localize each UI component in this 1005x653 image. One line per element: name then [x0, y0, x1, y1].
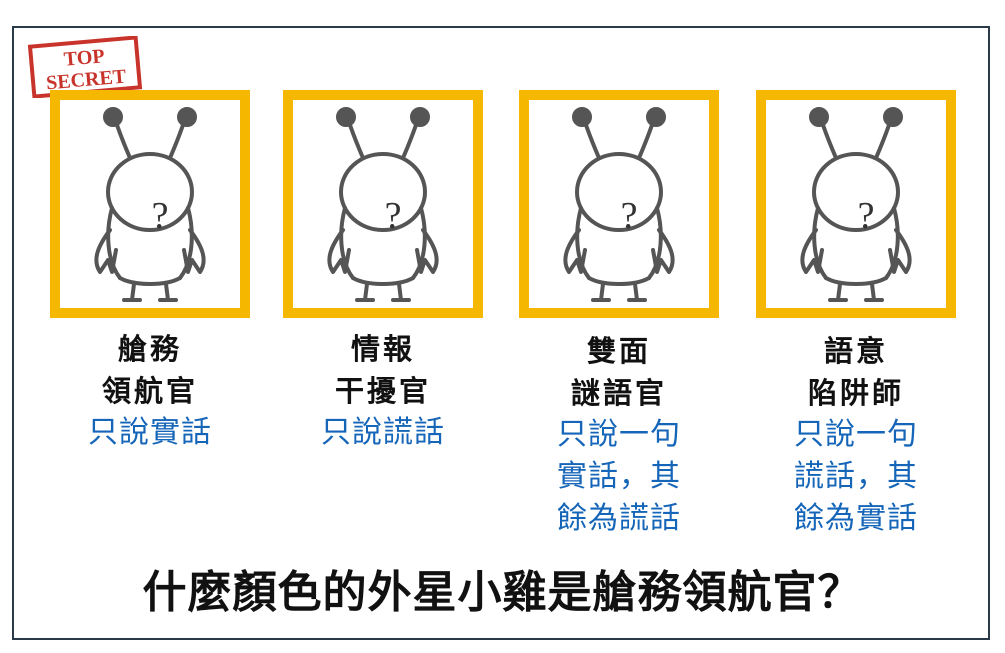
rule-line: 只說實話 [88, 415, 212, 450]
alien-card-3: ? [519, 90, 719, 318]
rule-line: 餘為實話 [794, 501, 918, 536]
role-line1: 情報 [350, 332, 415, 366]
alien-card-4: ? [756, 90, 956, 318]
character-label-2: 情報 干擾官 只說謊話 [273, 328, 493, 454]
question-mark: ? [385, 195, 402, 237]
alien-chick-icon: ? [800, 107, 912, 302]
character-label-1: 艙務 領航官 只說實話 [40, 328, 260, 454]
question-mark: ? [621, 195, 638, 237]
rule-line: 實話，其 [557, 459, 681, 494]
alien-chick-icon: ? [327, 107, 439, 302]
role-line2: 謎語官 [570, 376, 667, 410]
rule-line: 餘為謊話 [557, 501, 681, 536]
alien-card-2: ? [283, 90, 483, 318]
role-line1: 艙務 [117, 332, 182, 366]
puzzle-question: 什麼顏色的外星小雞是艙務領航官？ [142, 567, 863, 618]
question-mark: ? [152, 195, 169, 237]
role-line2: 陷阱師 [807, 376, 904, 410]
rule-line: 只說一句 [794, 417, 918, 452]
alien-chick-icon: ? [94, 107, 206, 302]
top-secret-stamp: TOP SECRET [27, 36, 143, 98]
rule-line: 只說一句 [557, 417, 681, 452]
character-label-4: 語意 陷阱師 只說一句 謊話，其 餘為實話 [746, 330, 966, 540]
alien-chick-icon: ? [563, 107, 675, 302]
character-label-3: 雙面 謎語官 只說一句 實話，其 餘為謊話 [509, 330, 729, 540]
rule-line: 只說謊話 [321, 415, 445, 450]
rule-line: 謊話，其 [794, 459, 918, 494]
role-line1: 雙面 [586, 334, 651, 368]
stamp-line1: TOP [63, 45, 106, 70]
role-line2: 領航官 [101, 374, 198, 408]
role-line2: 干擾官 [334, 374, 431, 408]
alien-card-1: ? [50, 90, 250, 318]
question-mark: ? [858, 195, 875, 237]
role-line1: 語意 [823, 334, 888, 368]
